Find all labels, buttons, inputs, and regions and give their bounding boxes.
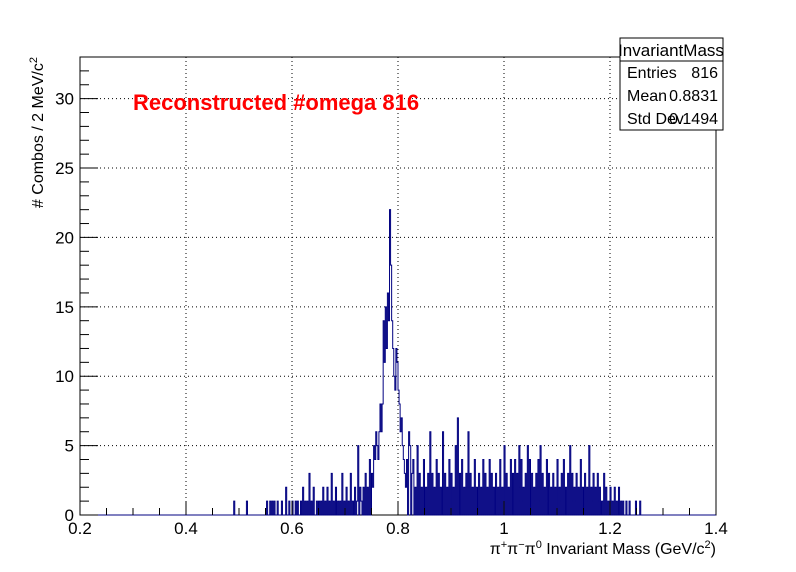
stats-value-mean: 0.8831 xyxy=(669,88,718,105)
x-tick-label: 0.2 xyxy=(68,519,92,538)
stats-label-stddev: Std Dev xyxy=(627,111,684,128)
stats-value-entries: 816 xyxy=(691,65,718,82)
x-axis-title: π+π−π0 Invariant Mass (GeV/c2) xyxy=(490,539,716,558)
y-tick-label: 5 xyxy=(65,437,74,456)
stats-value-stddev: 0.1494 xyxy=(669,111,718,128)
x-tick-label: 0.4 xyxy=(174,519,198,538)
stats-label-mean: Mean xyxy=(627,88,667,105)
histogram-line xyxy=(80,209,716,516)
stats-label-entries: Entries xyxy=(627,65,677,82)
y-tick-label: 30 xyxy=(55,90,74,109)
x-tick-label: 1.2 xyxy=(598,519,622,538)
y-axis: 0 5 10 15 20 25 30 xyxy=(55,56,98,525)
x-tick-label: 1.4 xyxy=(704,519,728,538)
x-tick-label: 0.8 xyxy=(386,519,410,538)
x-tick-label: 0.6 xyxy=(280,519,304,538)
stats-box: InvariantMass Entries 816 Mean 0.8831 St… xyxy=(618,37,724,131)
annotation-text: Reconstructed #omega 816 xyxy=(133,90,419,115)
y-tick-label: 20 xyxy=(55,228,74,247)
stats-box-frame xyxy=(619,37,724,131)
x-axis: 0.2 0.4 0.6 0.8 1 1.2 1.4 xyxy=(68,501,728,538)
y-tick-label: 10 xyxy=(55,367,74,386)
grid-lines xyxy=(80,57,716,515)
y-tick-label: 25 xyxy=(55,159,74,178)
stats-title: InvariantMass xyxy=(618,41,724,60)
y-tick-label: 15 xyxy=(55,298,74,317)
x-tick-label: 1 xyxy=(499,519,508,538)
y-axis-title: # Combos / 2 MeV/c2 xyxy=(28,57,47,208)
y-tick-label: 0 xyxy=(65,506,74,525)
